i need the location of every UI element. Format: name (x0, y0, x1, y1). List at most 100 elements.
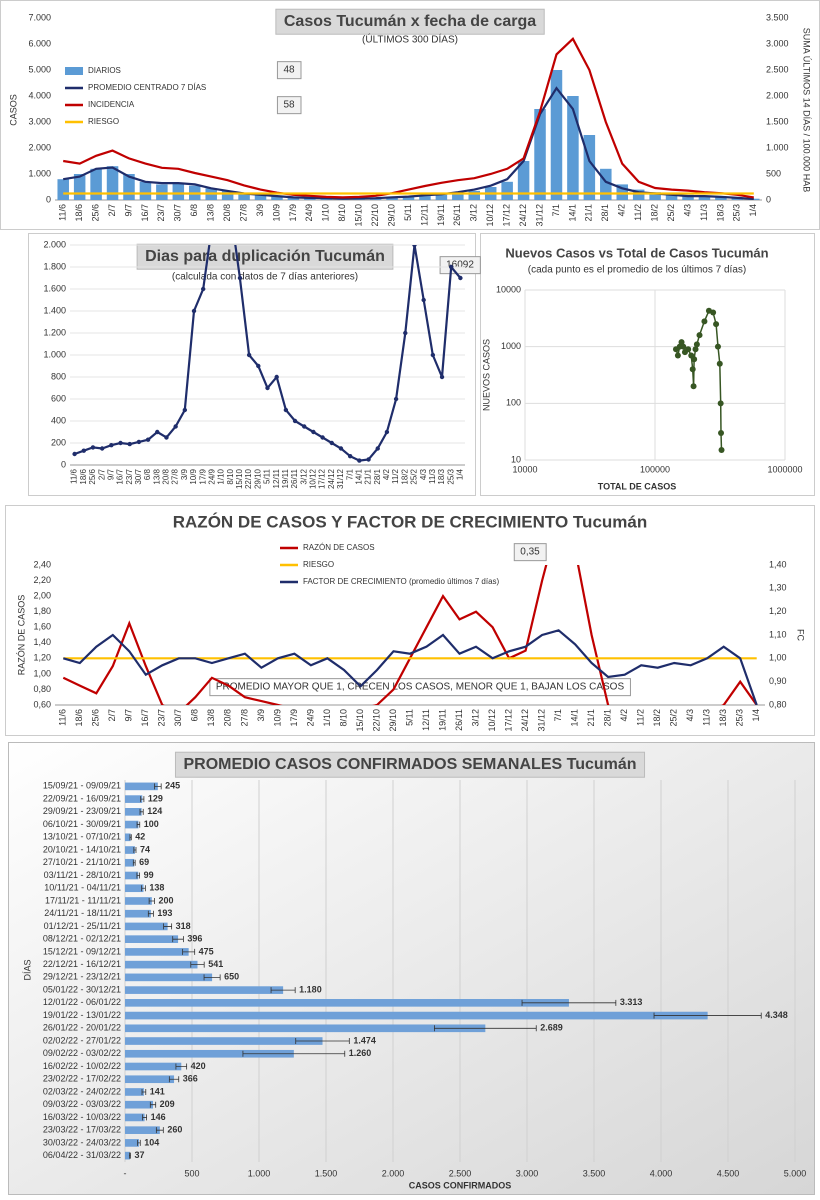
y-tick-label: 4.000 (28, 90, 51, 100)
y2-axis-label: FC (796, 629, 806, 641)
y2-tick-label: 500 (766, 168, 781, 178)
x-tick-label: 1/10 (322, 709, 332, 727)
bar (649, 192, 661, 200)
annotation: 0,35 (520, 547, 540, 558)
error-bar (168, 1076, 180, 1083)
y2-tick-label: 1,10 (769, 629, 787, 639)
x-tick-label: 17/12 (318, 468, 327, 489)
bar (125, 795, 143, 803)
y-tick-label: 1,60 (33, 622, 51, 632)
series-line (62, 629, 758, 705)
error-bar (434, 1025, 537, 1032)
y-tick-label: 2,40 (33, 559, 51, 569)
x-tick-label: 7/1 (551, 204, 561, 217)
bar (125, 1100, 154, 1109)
bar (125, 858, 135, 867)
point (412, 245, 417, 248)
bar (452, 193, 464, 200)
data-label: 138 (149, 883, 164, 893)
data-label: 396 (187, 934, 202, 944)
x-tick-label: 13/8 (152, 468, 161, 484)
x-tick-label: 3/9 (180, 468, 189, 480)
x-tick-label: 20/8 (222, 204, 232, 222)
y-tick-label: 09/03/22 - 03/03/22 (43, 1099, 121, 1109)
y-tick-label: 01/12/21 - 25/11/21 (44, 921, 121, 931)
error-bar (141, 885, 146, 892)
bar (254, 194, 267, 200)
x-tick-label: 23/7 (157, 709, 167, 727)
x-tick-label: 4.500 (717, 1168, 740, 1178)
data-label: 2.689 (540, 1023, 563, 1033)
y2-tick-label: 2.000 (766, 90, 789, 100)
y-tick-label: 2,20 (33, 575, 51, 585)
error-bar (140, 796, 145, 803)
y-tick-label: 200 (51, 437, 66, 447)
point (191, 308, 197, 314)
x-tick-label: 16/7 (116, 468, 125, 484)
x-tick-label: 12/11 (419, 204, 429, 226)
bar (221, 190, 234, 200)
label-box (513, 543, 547, 562)
bar (583, 135, 596, 200)
point (689, 366, 696, 373)
point (366, 457, 371, 462)
y-axis-label: DÍAS (22, 959, 32, 980)
data-label: 245 (165, 781, 180, 791)
x-tick-label: 27/8 (238, 204, 248, 222)
x-tick-label: 3/9 (256, 709, 266, 722)
label-box (209, 678, 631, 697)
bar (665, 194, 678, 200)
error-bar (172, 936, 184, 943)
x-tick-label: 30/7 (134, 468, 143, 484)
x-tick-label: 7/1 (345, 468, 354, 480)
legend-label: RIESGO (88, 117, 119, 126)
x-tick-label: 2/7 (97, 468, 106, 480)
x-tick-label: 16/7 (140, 709, 150, 727)
x-tick-label: 25/3 (446, 468, 455, 484)
point (674, 352, 681, 359)
x-tick-label: 14/1 (567, 204, 577, 222)
error-bar (141, 1088, 147, 1095)
error-bar (175, 1063, 188, 1070)
bar (125, 960, 198, 969)
y2-tick-label: 3.500 (766, 12, 789, 22)
x-tick-label: 2.000 (382, 1168, 405, 1178)
y-tick-label: 1,20 (33, 653, 51, 663)
data-label: 42 (135, 832, 145, 842)
y-tick-label: 15/09/21 - 09/09/21 (43, 781, 121, 791)
x-tick-label: 26/11 (452, 204, 462, 226)
y-tick-label: 15/12/21 - 09/12/21 (43, 946, 121, 956)
y-tick-label: 03/11/21 - 28/10/21 (44, 870, 121, 880)
x-tick-label: 3/12 (299, 468, 308, 484)
point (347, 454, 353, 459)
data-label: 4.348 (765, 1010, 788, 1020)
data-label: 650 (224, 972, 239, 982)
x-tick-label: 28/1 (600, 204, 610, 222)
x-tick-label: 25/6 (91, 709, 101, 727)
bar (73, 174, 86, 200)
bar (567, 96, 579, 200)
x-tick-label: 24/12 (520, 709, 530, 732)
x-tick-label: 25/3 (732, 204, 742, 222)
y-tick-label: 3.000 (28, 116, 51, 126)
chart-title: Dias para duplicación Tucumán (145, 248, 385, 265)
x-tick-label: 8/10 (337, 204, 347, 222)
data-label: 209 (160, 1099, 175, 1109)
label-box (275, 8, 545, 35)
error-bar (136, 821, 141, 828)
point (155, 429, 160, 435)
x-tick-label: 27/8 (239, 709, 249, 727)
x-tick-label: 10/12 (487, 709, 497, 732)
point (320, 435, 325, 440)
chart-title: Nuevos Casos vs Total de Casos Tucumán (505, 245, 768, 260)
point (283, 407, 289, 413)
x-tick-label: 13/8 (206, 204, 216, 222)
bar (125, 1151, 130, 1160)
y-tick-label: 1.000 (28, 168, 51, 178)
bar (632, 189, 645, 200)
chart-title: PROMEDIO CASOS CONFIRMADOS SEMANALES Tuc… (183, 756, 636, 773)
bar (715, 196, 727, 200)
x-tick-label: 3/12 (469, 204, 479, 222)
x-tick-label: 17/9 (289, 709, 299, 727)
point (710, 309, 717, 316)
